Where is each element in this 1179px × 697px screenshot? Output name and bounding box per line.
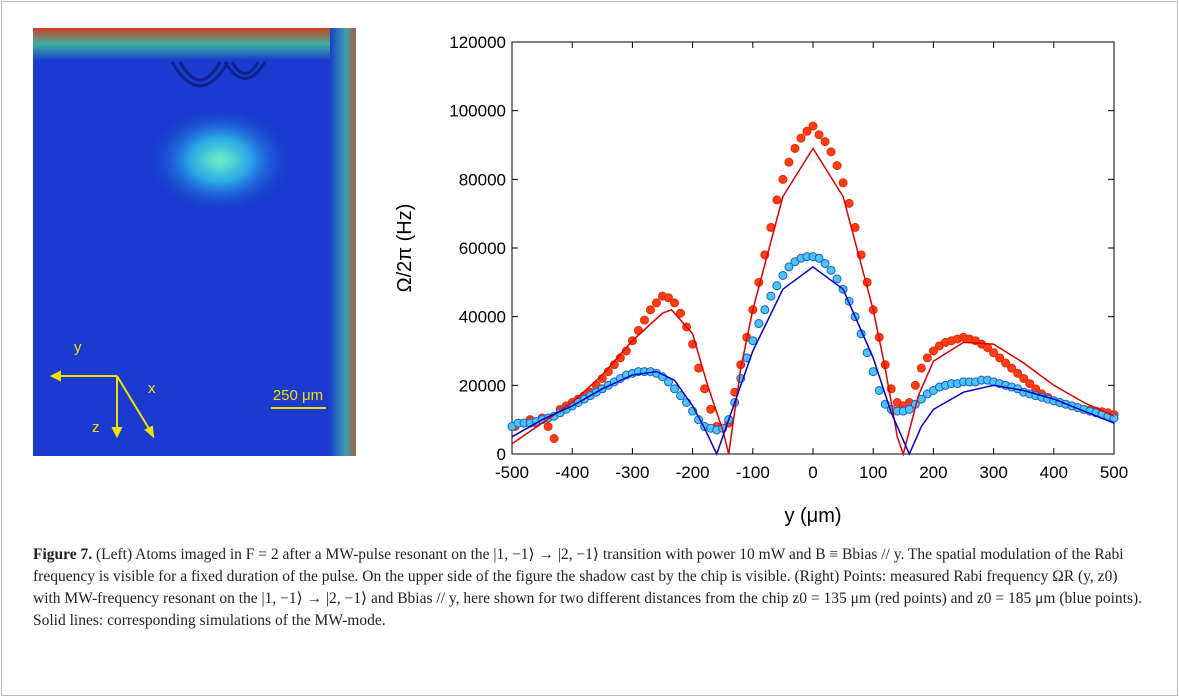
data-point (754, 319, 764, 329)
x-tick-label: -200 (676, 463, 710, 482)
axis-label-y: y (74, 339, 82, 356)
y-tick-label: 100000 (449, 102, 506, 121)
x-tick-label: 200 (919, 463, 947, 482)
caption-label: Figure 7. (33, 546, 93, 563)
data-point (1007, 363, 1017, 373)
axis-label-x: x (148, 380, 156, 397)
x-tick-label: 400 (1040, 463, 1068, 482)
figure: y x z 250 μm -500 -400 -300 -200 -100 0 100 200… (33, 28, 1128, 527)
data-point (1025, 379, 1035, 389)
x-tick-label: 0 (808, 463, 817, 482)
data-point (670, 298, 680, 308)
data-point (766, 291, 776, 301)
data-point (832, 161, 842, 171)
data-point (1001, 358, 1011, 368)
caption-text: (Left) Atoms imaged in F = 2 after a MW-… (33, 546, 1143, 629)
data-point (838, 178, 848, 188)
data-point (868, 367, 878, 377)
data-point (651, 298, 661, 308)
x-axis-title: y (μm) (784, 505, 841, 527)
data-point (772, 195, 782, 205)
data-point (790, 143, 800, 153)
data-point (784, 262, 794, 272)
data-point (639, 315, 649, 325)
data-point (1013, 368, 1023, 378)
y-tick-label: 60000 (459, 239, 506, 258)
data-point (928, 346, 938, 356)
data-point (802, 126, 812, 136)
data-point (778, 174, 788, 184)
data-point (910, 380, 920, 390)
scale-bar-label: 250 μm (273, 387, 323, 404)
data-point (826, 147, 836, 157)
data-point (989, 348, 999, 358)
data-point (820, 258, 830, 268)
data-point (784, 157, 794, 167)
y-tick-label: 40000 (459, 308, 506, 327)
chart: -500 -400 -300 -200 -100 0 100 200 300 400 500 0 200… (394, 33, 1128, 527)
x-tick-label: -100 (736, 463, 770, 482)
data-point (748, 336, 758, 346)
data-point (796, 133, 806, 143)
data-point (549, 434, 559, 444)
data-point (664, 293, 674, 303)
data-point (706, 404, 716, 414)
data-point (826, 265, 836, 275)
data-point (916, 363, 926, 373)
data-point (808, 121, 818, 131)
axis-label-z: z (92, 419, 100, 436)
data-point (874, 385, 884, 395)
data-point (778, 270, 788, 280)
y-tick-label: 20000 (459, 376, 506, 395)
data-point (645, 305, 655, 315)
data-point (995, 353, 1005, 363)
y-axis-title: Ω/2π (Hz) (394, 204, 416, 293)
x-tick-label: 500 (1100, 463, 1128, 482)
data-point (832, 274, 842, 284)
data-point (904, 404, 914, 414)
x-tick-label: -300 (615, 463, 649, 482)
data-point (676, 308, 686, 318)
x-tick-label: 100 (859, 463, 887, 482)
data-point (1019, 373, 1029, 383)
atom-image: y x z 250 μm (33, 28, 356, 456)
x-tick-label: -400 (555, 463, 589, 482)
y-tick-label: 0 (497, 445, 506, 464)
x-tick-label: -500 (495, 463, 529, 482)
data-point (772, 281, 782, 291)
x-tick-label: 300 (979, 463, 1007, 482)
fit-line (511, 146, 1115, 457)
y-tick-label: 120000 (449, 33, 506, 52)
data-point (922, 353, 932, 363)
data-point (670, 384, 680, 394)
data-point (814, 253, 824, 263)
data-point (814, 130, 824, 140)
caption: Figure 7. (Left) Atoms imaged in F = 2 a… (33, 544, 1148, 632)
y-tick-label: 80000 (459, 170, 506, 189)
fit-line (511, 265, 1115, 456)
data-point (760, 305, 770, 315)
data-point (543, 422, 553, 432)
data-point (820, 137, 830, 147)
